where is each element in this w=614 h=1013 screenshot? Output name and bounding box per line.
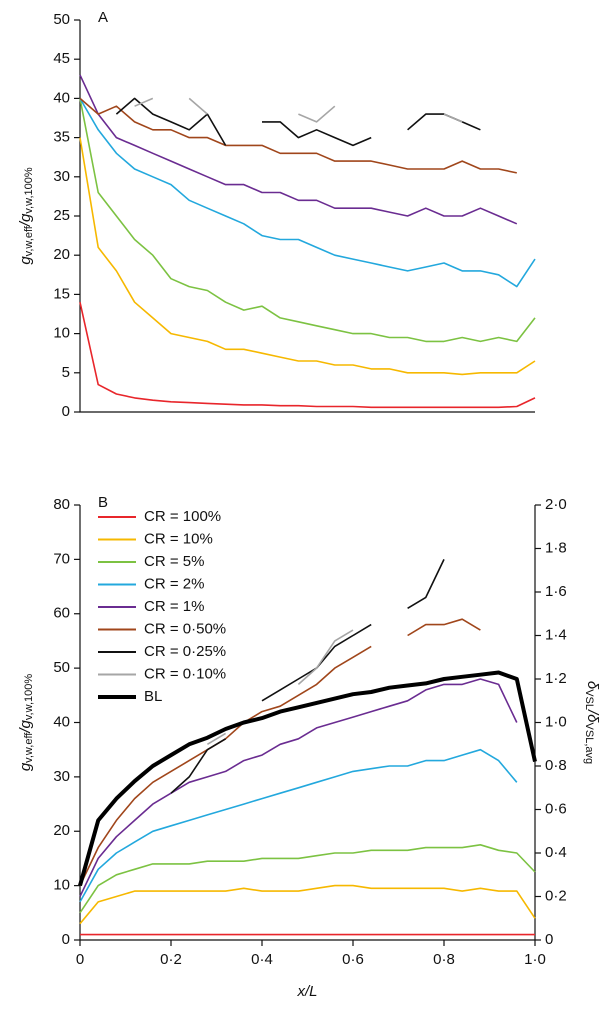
x-tick-label: 0·6 (342, 951, 364, 968)
y-tick-label: 10 (53, 877, 70, 894)
y2-tick-label: 1·0 (545, 713, 567, 730)
legend-label: CR = 1% (144, 598, 204, 615)
legend-label: CR = 0·50% (144, 620, 226, 637)
legend-label: CR = 5% (144, 553, 204, 570)
y-axis-label-part: g (17, 256, 34, 265)
x-tick-label: 0·2 (160, 951, 182, 968)
y-axis-label: gv,w,eff/gv,w,100% (17, 167, 35, 265)
y2-tick-label: 1·8 (545, 539, 567, 556)
legend-label: CR = 100% (144, 508, 221, 525)
legend-label: CR = 0·10% (144, 665, 226, 682)
y-tick-label: 45 (53, 50, 70, 67)
x-tick-label: 0·8 (433, 951, 455, 968)
x-tick-label: 0·4 (251, 951, 273, 968)
series-line (79, 98, 536, 343)
y-tick-label: 60 (53, 605, 70, 622)
y-tick-label: 25 (53, 207, 70, 224)
x-tick-label: 0 (76, 951, 84, 968)
y-tick-label: 50 (53, 11, 70, 28)
axes (79, 20, 535, 413)
legend-label: CR = 0·25% (144, 643, 226, 660)
y-tick-label: 50 (53, 659, 70, 676)
y-tick-label: 40 (53, 713, 70, 730)
y2-tick-label: 2·0 (545, 496, 567, 513)
series-line (79, 844, 536, 914)
y-tick-label: 30 (53, 168, 70, 185)
series-line (79, 678, 518, 897)
series-line (79, 97, 517, 174)
axes (79, 505, 536, 941)
y-axis-label-part: v,w,100% (23, 674, 35, 720)
legend-label: BL (144, 688, 162, 705)
y2-tick-label: 0 (545, 931, 553, 948)
x-tick-label: 1·0 (524, 951, 546, 968)
panel-label: A (98, 9, 108, 26)
y-axis-label-part: v,w,100% (23, 167, 35, 213)
y-tick-label: 15 (53, 285, 70, 302)
y-axis-label-part: g (17, 762, 34, 771)
series-line (207, 570, 480, 744)
y-tick-label: 0 (62, 931, 70, 948)
y2-axis-label-part: δ (584, 681, 601, 690)
y2-tick-label: 1·4 (545, 626, 567, 643)
y-axis-label-part: v,w,eff (23, 732, 35, 763)
panel-label: B (98, 494, 108, 511)
y-tick-label: 20 (53, 822, 70, 839)
series-line (115, 97, 481, 147)
y-tick-label: 30 (53, 768, 70, 785)
y-axis-label-part: /g (17, 213, 34, 227)
y-tick-label: 10 (53, 325, 70, 342)
y2-tick-label: 1·6 (545, 583, 567, 600)
y-tick-label: 70 (53, 550, 70, 567)
series-line (79, 97, 536, 288)
series-line (79, 74, 518, 225)
legend-label: CR = 10% (144, 530, 213, 547)
y2-axis-label: δVSL/δVSL,avg (583, 681, 601, 764)
y2-tick-label: 1·2 (545, 670, 567, 687)
y-tick-label: 40 (53, 89, 70, 106)
y2-tick-label: 0·4 (545, 844, 567, 861)
series-line (79, 884, 536, 925)
series-line (78, 670, 537, 887)
y2-axis-label-part: VSL,avg (583, 723, 595, 765)
y-axis-label: gv,w,eff/gv,w,100% (17, 674, 35, 772)
series-line (79, 137, 536, 376)
y-tick-label: 0 (62, 403, 70, 420)
series-line (134, 97, 463, 123)
y2-tick-label: 0·6 (545, 800, 567, 817)
x-axis-label: x/L (296, 983, 317, 1000)
y-tick-label: 35 (53, 129, 70, 146)
y-tick-label: 80 (53, 496, 70, 513)
y-axis-label-part: /g (17, 719, 34, 733)
y-tick-label: 5 (62, 364, 70, 381)
y2-tick-label: 0·8 (545, 757, 567, 774)
y-axis-label-part: v,w,eff (23, 225, 35, 256)
legend-label: CR = 2% (144, 575, 204, 592)
y2-axis-label-part: /δ (584, 709, 601, 723)
series-line (79, 748, 518, 903)
series-line (79, 302, 536, 409)
y2-tick-label: 0·2 (545, 887, 567, 904)
y-tick-label: 20 (53, 246, 70, 263)
y2-axis-label-part: VSL (583, 689, 595, 710)
